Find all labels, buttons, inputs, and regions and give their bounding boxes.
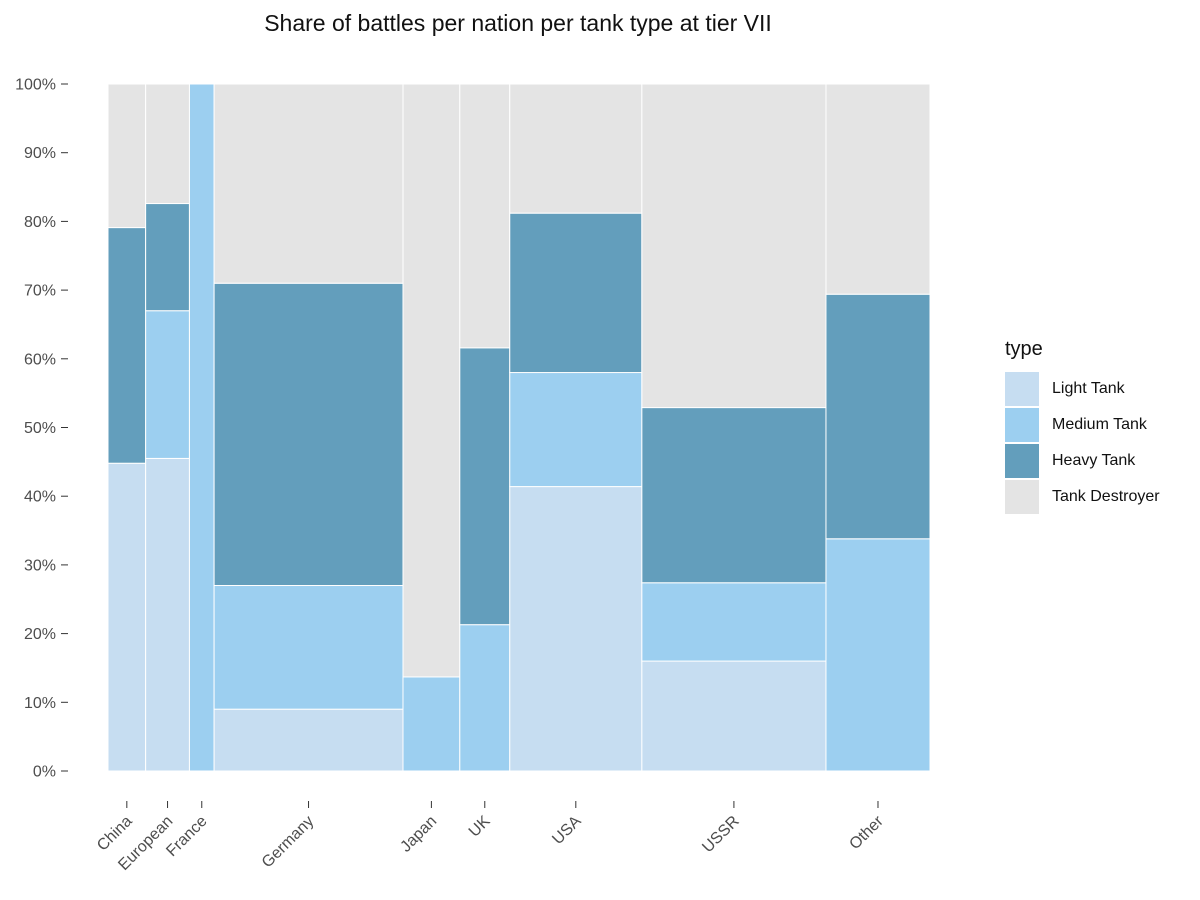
bar-uk-heavy-tank [459,347,511,626]
y-tick-label: 0% [33,764,56,781]
y-axis: 0% 10% 20% 30% 40% 50% 60% 70% 80% 90% 100% [15,77,68,781]
bar-france-medium-tank [188,83,215,772]
y-tick-label: 100% [15,77,56,94]
bars-group [107,83,931,772]
bar-usa-tank-destroyer [509,83,643,214]
x-tick-label-other: Other [846,812,887,853]
bar-japan-tank-destroyer [402,83,461,678]
legend-label: Light Tank [1052,380,1125,397]
bar-china-tank-destroyer [107,83,147,229]
bar-germany-heavy-tank [213,282,404,587]
bar-uk-medium-tank [459,624,511,772]
legend-key [1005,480,1039,514]
bar-germany-tank-destroyer [213,83,404,284]
legend-key [1005,372,1039,406]
y-tick-label: 40% [24,489,56,506]
y-tick-label: 70% [24,283,56,300]
bar-germany-light-tank [213,708,404,772]
bar-european-heavy-tank [145,203,190,312]
x-tick-label-ussr: USSR [699,813,742,856]
legend-label: Heavy Tank [1052,452,1136,469]
y-tick-label: 50% [24,420,56,437]
legend-label: Medium Tank [1052,416,1147,433]
bar-ussr-tank-destroyer [641,83,827,409]
bar-china-light-tank [107,462,147,772]
y-tick-label: 60% [24,351,56,368]
bar-other-heavy-tank [825,293,931,540]
x-tick-label-usa: USA [549,813,585,849]
y-tick-label: 80% [24,214,56,231]
y-tick-label: 10% [24,695,56,712]
bar-germany-medium-tank [213,585,404,710]
legend-title: type [1005,338,1043,360]
legend-key [1005,408,1039,442]
legend: type Light Tank Medium Tank Heavy Tank Tank… [1005,338,1195,515]
bar-other-medium-tank [825,538,931,772]
legend-items: Light Tank Medium Tank Heavy Tank Tank Dest… [1005,371,1195,515]
legend-item-light-tank: Light Tank [1005,371,1195,407]
legend-key [1005,444,1039,478]
x-tick-label-japan: Japan [397,813,440,856]
y-tick-label: 20% [24,626,56,643]
x-tick-label-uk: UK [466,813,494,841]
bar-china-heavy-tank [107,227,147,464]
bar-european-medium-tank [145,310,190,459]
y-tick-label: 90% [24,145,56,162]
bar-usa-heavy-tank [509,212,643,374]
bar-ussr-light-tank [641,660,827,772]
bar-ussr-medium-tank [641,582,827,662]
bar-uk-tank-destroyer [459,83,511,349]
bar-ussr-heavy-tank [641,407,827,584]
legend-item-tank-destroyer: Tank Destroyer [1005,479,1195,515]
bar-european-light-tank [145,457,190,772]
bar-usa-light-tank [509,486,643,772]
y-tick-label: 30% [24,557,56,574]
legend-item-medium-tank: Medium Tank [1005,407,1195,443]
bar-usa-medium-tank [509,372,643,488]
x-tick-label-germany: Germany [259,813,318,872]
chart-title: Share of battles per nation per tank typ… [264,10,772,36]
bar-other-tank-destroyer [825,83,931,295]
legend-item-heavy-tank: Heavy Tank [1005,443,1195,479]
bar-european-tank-destroyer [145,83,190,205]
legend-label: Tank Destroyer [1052,488,1160,505]
bar-japan-medium-tank [402,676,461,772]
